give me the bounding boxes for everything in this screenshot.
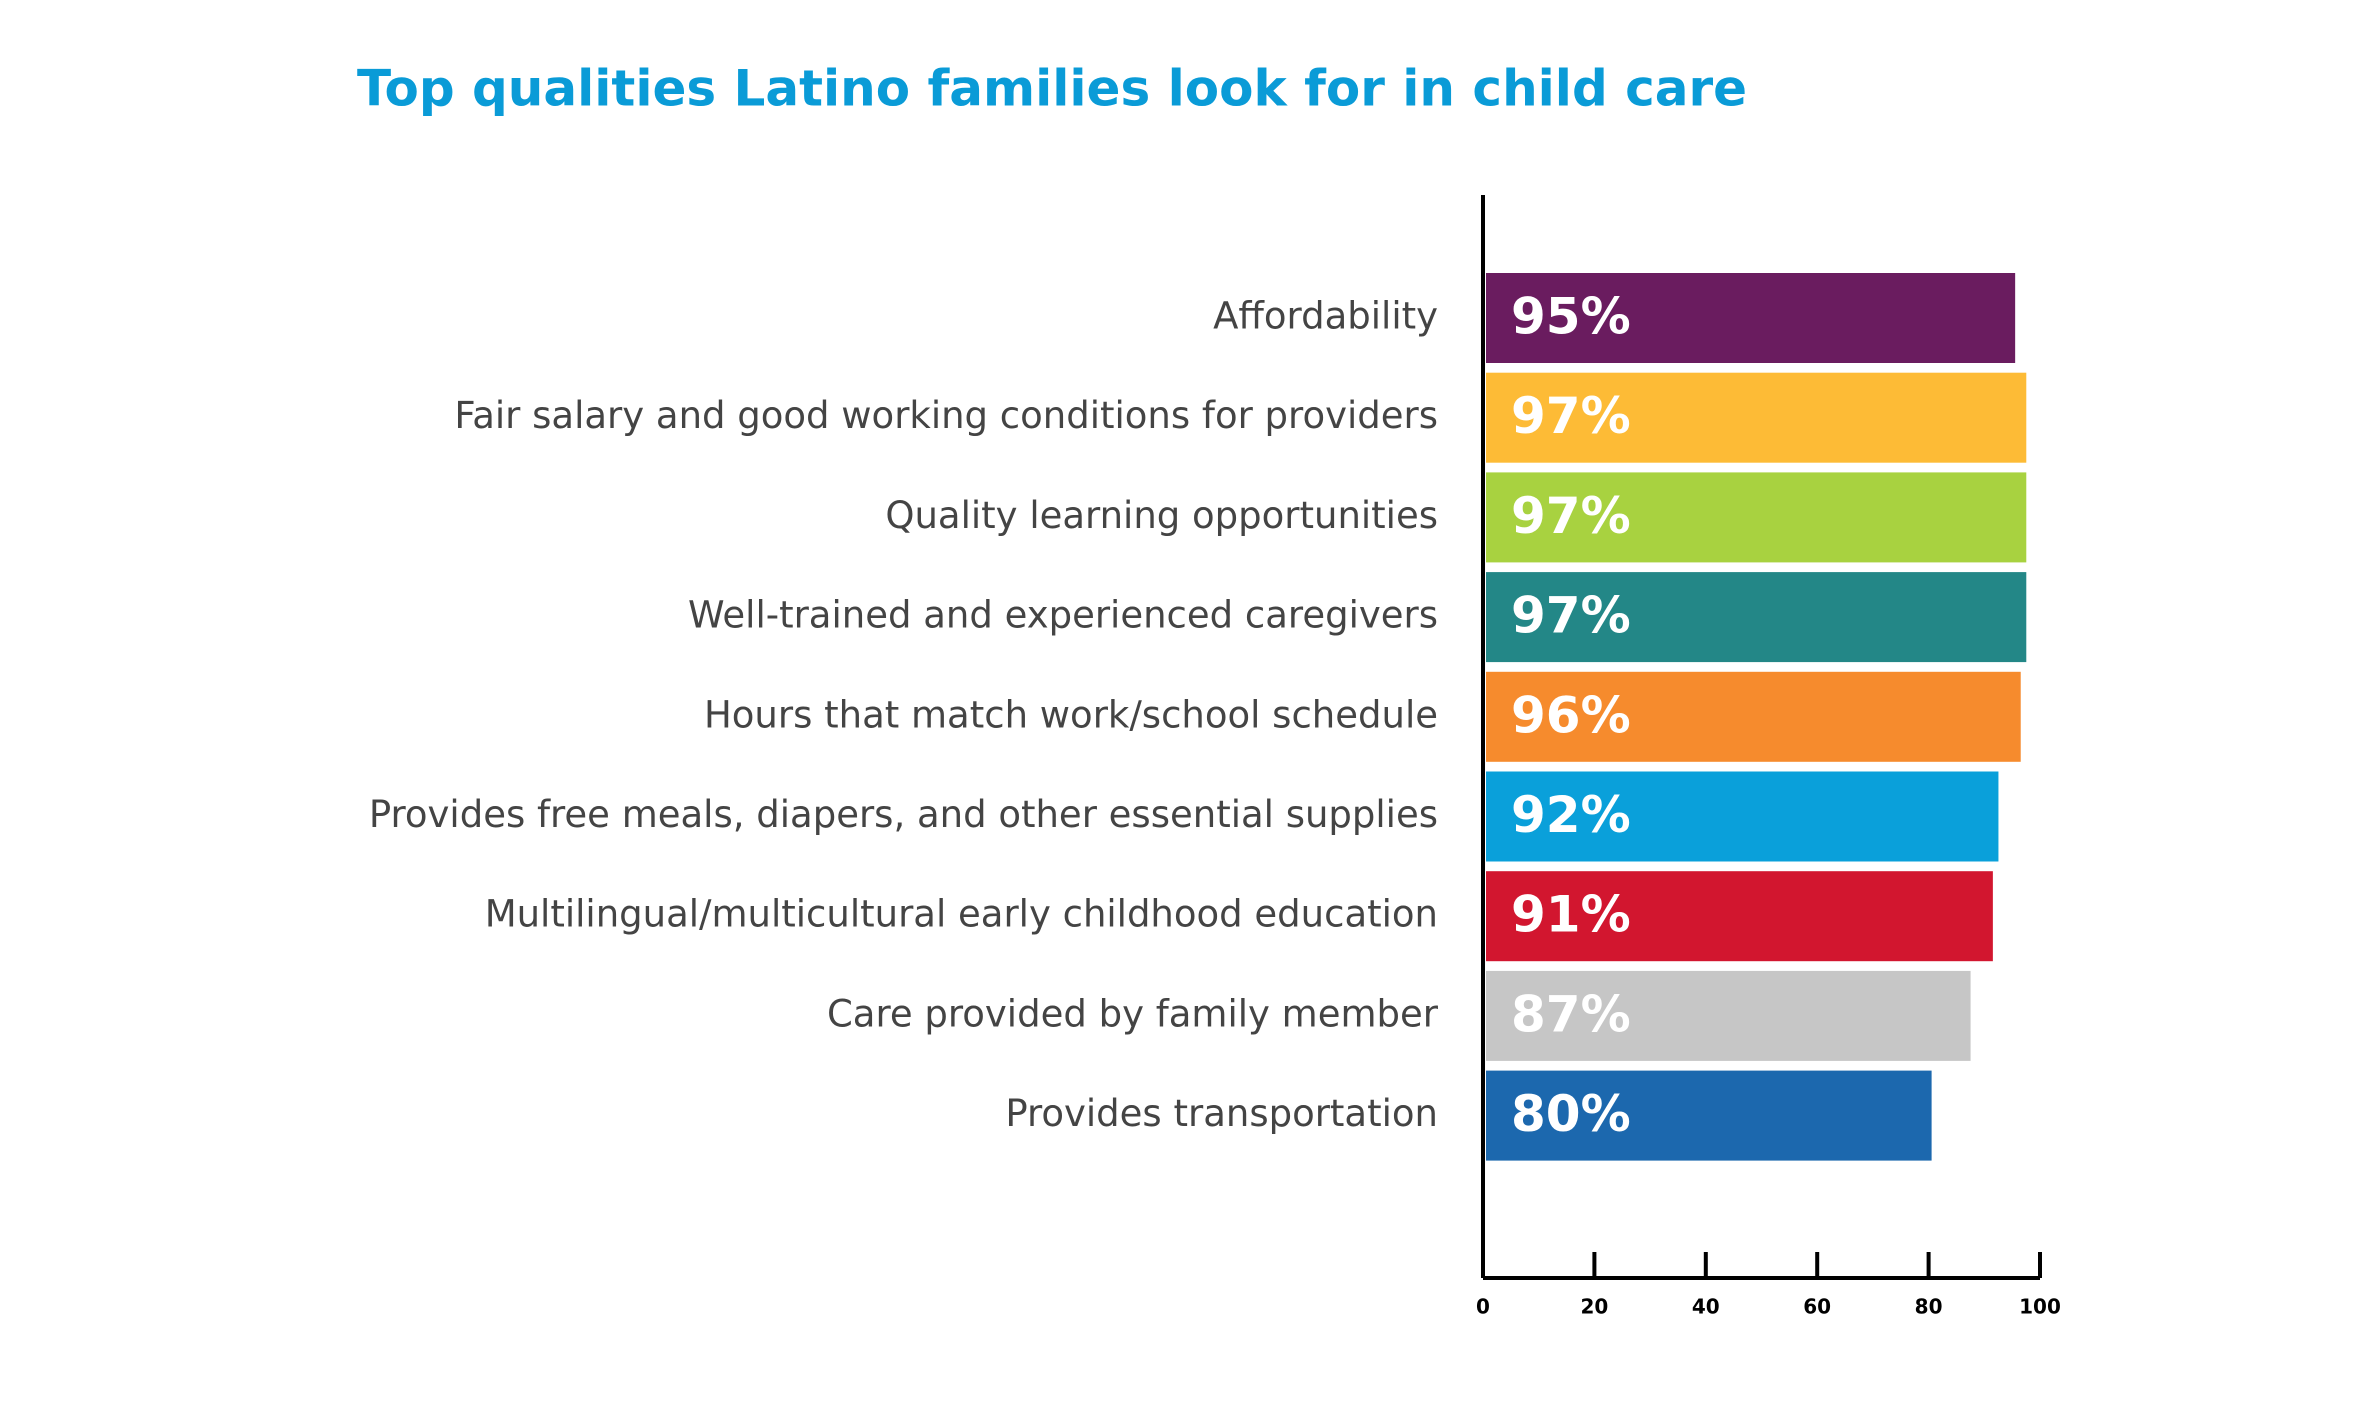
category-label: Provides transportation xyxy=(1005,1092,1438,1135)
chart-title: Top qualities Latino families look for i… xyxy=(357,60,1747,118)
value-label: 92% xyxy=(1511,786,1631,844)
bar xyxy=(1486,372,2027,463)
bar xyxy=(1486,671,2021,762)
bar xyxy=(1486,1070,1932,1161)
x-tick-label: 40 xyxy=(1692,1295,1720,1319)
bar xyxy=(1486,871,1993,962)
x-tick-label: 100 xyxy=(2019,1295,2061,1319)
value-label: 97% xyxy=(1511,387,1631,445)
bar xyxy=(1486,970,1971,1061)
bar xyxy=(1486,771,1999,862)
category-label: Provides free meals, diapers, and other … xyxy=(369,793,1438,836)
value-label: 97% xyxy=(1511,587,1631,645)
bar xyxy=(1486,572,2027,663)
category-label: Hours that match work/school schedule xyxy=(704,693,1438,736)
category-label: Fair salary and good working conditions … xyxy=(454,394,1438,437)
x-tick-label: 80 xyxy=(1915,1295,1943,1319)
category-label: Quality learning opportunities xyxy=(885,494,1438,537)
category-label: Affordability xyxy=(1213,295,1438,338)
category-label: Care provided by family member xyxy=(827,992,1439,1035)
bar xyxy=(1486,273,2016,363)
x-tick-label: 0 xyxy=(1476,1295,1490,1319)
value-label: 95% xyxy=(1511,288,1631,346)
category-label: Multilingual/multicultural early childho… xyxy=(485,893,1438,936)
value-label: 87% xyxy=(1511,985,1631,1043)
value-label: 97% xyxy=(1511,487,1631,545)
x-tick-label: 20 xyxy=(1580,1295,1608,1319)
value-label: 80% xyxy=(1511,1085,1631,1143)
bar xyxy=(1486,472,2027,563)
x-tick-label: 60 xyxy=(1803,1295,1831,1319)
value-label: 96% xyxy=(1511,686,1631,744)
category-label: Well-trained and experienced caregivers xyxy=(688,594,1438,637)
value-label: 91% xyxy=(1511,886,1631,944)
